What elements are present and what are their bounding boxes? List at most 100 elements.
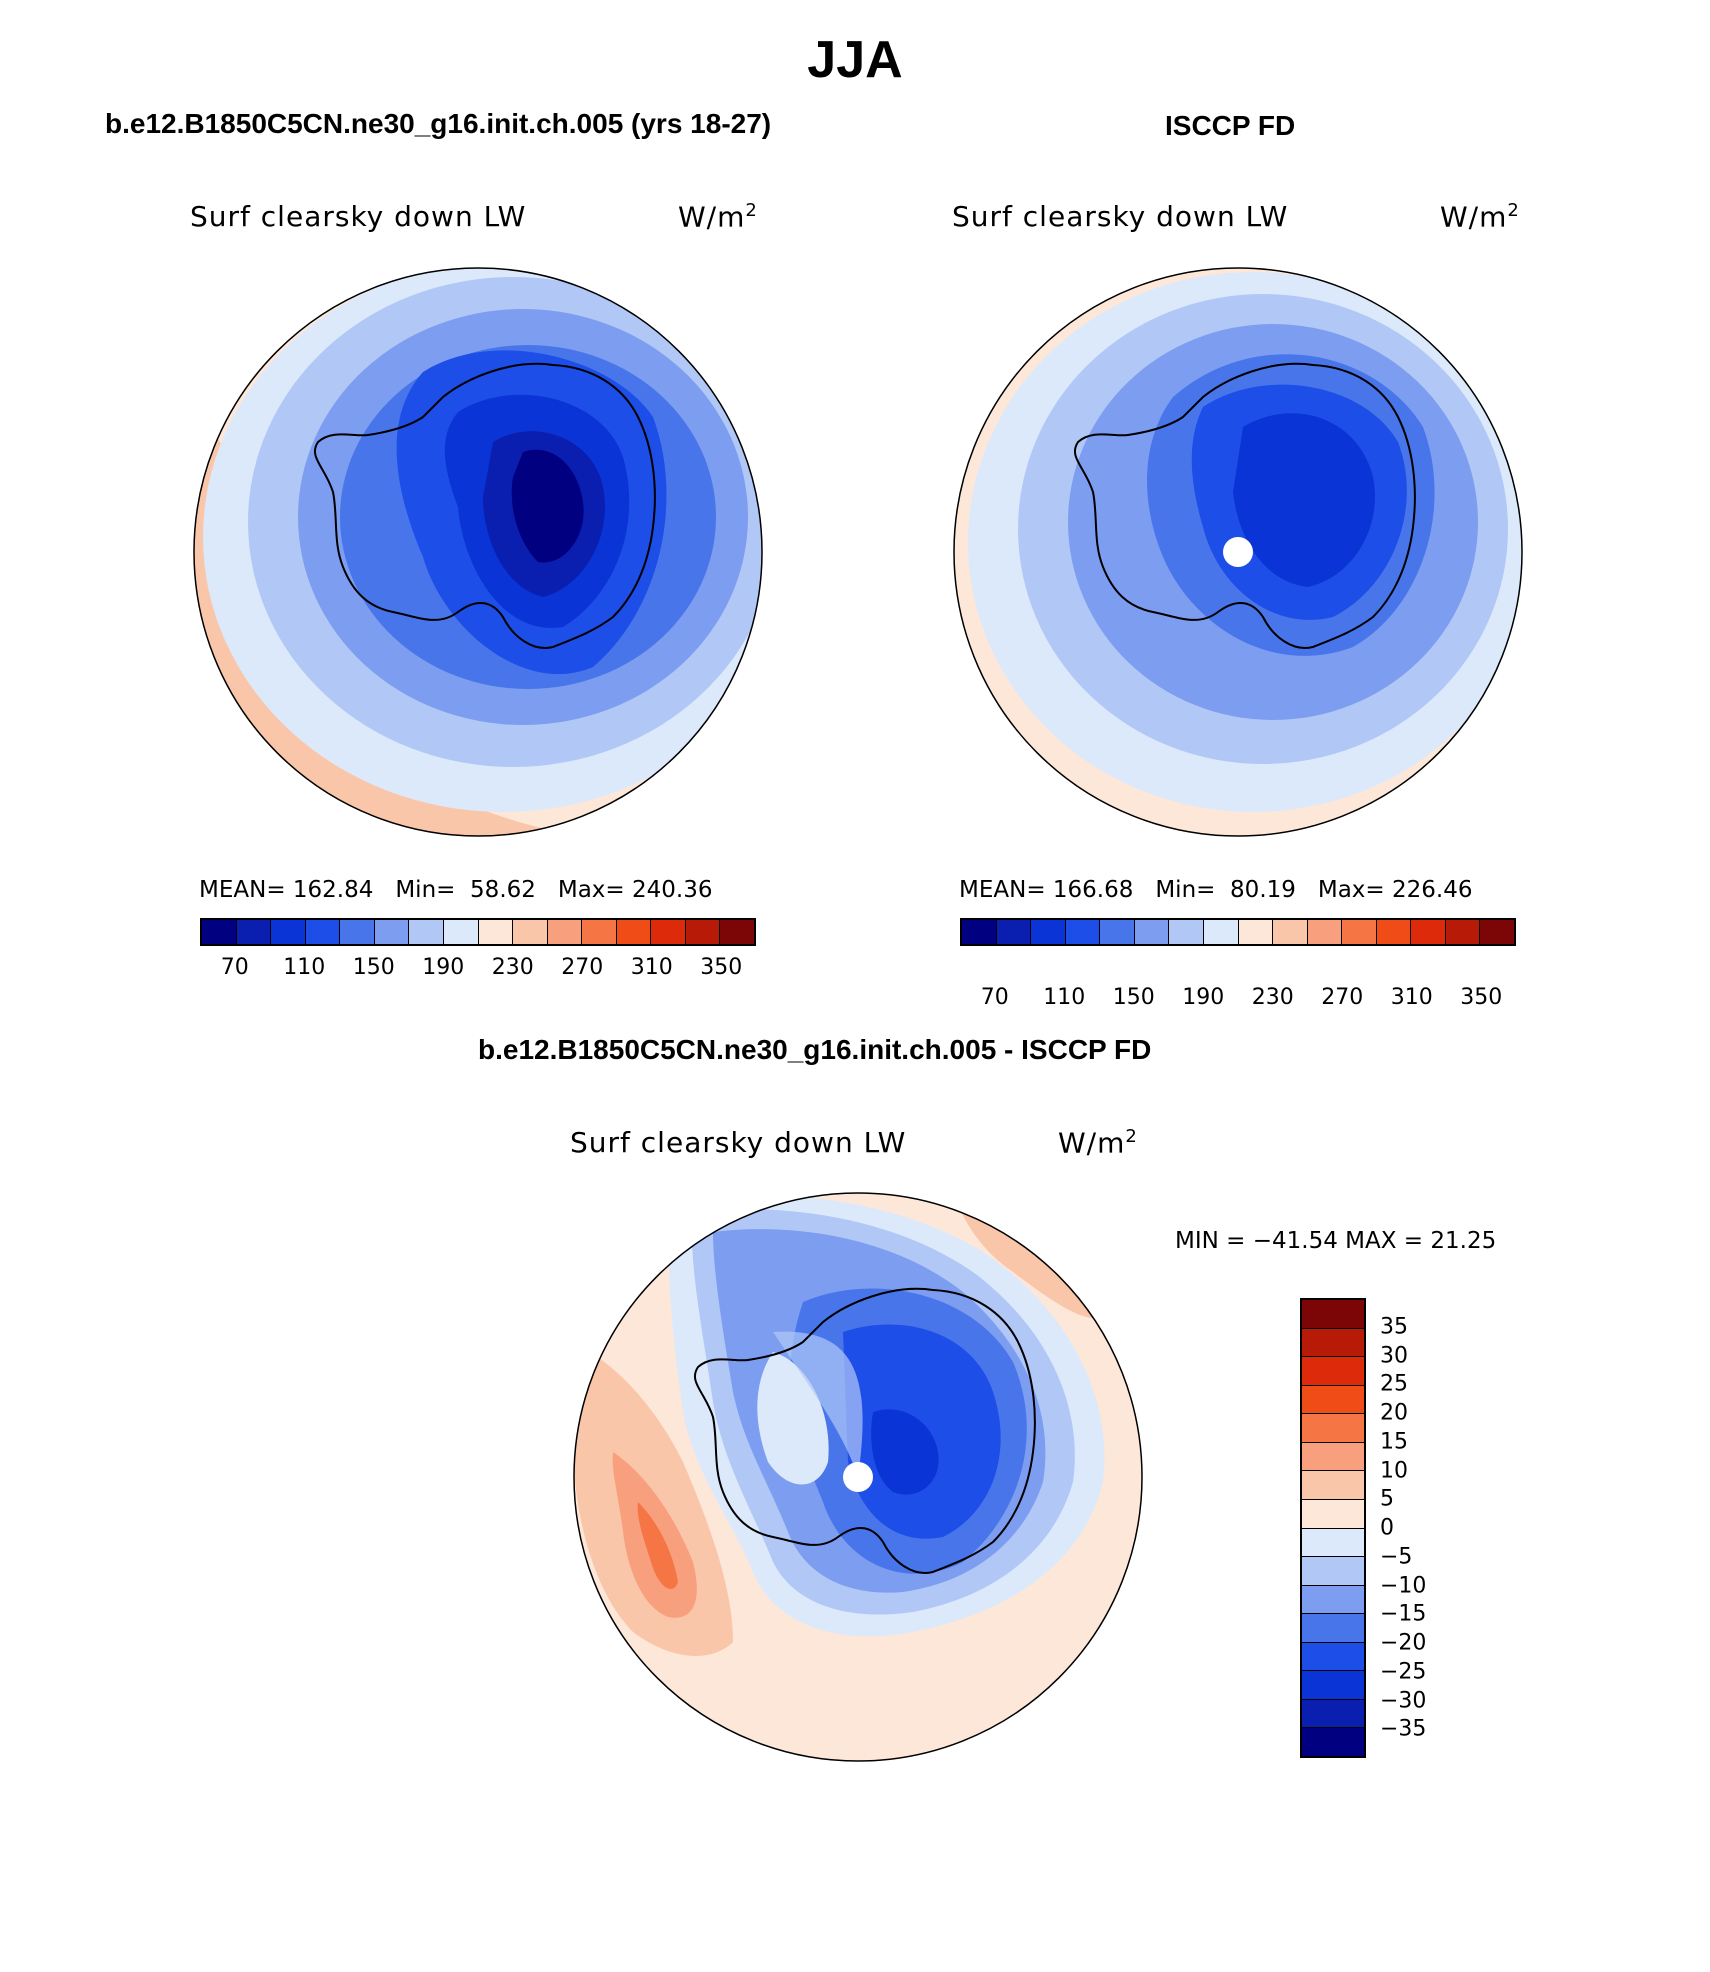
colorbar-level-label: 25	[1380, 1371, 1408, 1397]
colorbar-tick-label: 150	[1112, 985, 1155, 1010]
obs-polar-map	[953, 267, 1523, 837]
colorbar-level-label: −30	[1380, 1688, 1427, 1713]
colorbar-tick-label: 310	[630, 955, 673, 980]
model-stats: MEAN= 162.84 Min= 58.62 Max= 240.36	[199, 877, 713, 903]
obs-colorbar	[960, 918, 1516, 946]
colorbar-swatch	[720, 920, 754, 944]
colorbar-swatch	[1302, 1528, 1364, 1558]
colorbar-level-label: 20	[1380, 1400, 1408, 1426]
colorbar-tick-label: 310	[1390, 985, 1433, 1010]
colorbar-swatch	[409, 920, 444, 944]
obs-variable-label: Surf clearsky down LW	[952, 200, 1289, 233]
colorbar-tick-label: 350	[1460, 985, 1503, 1010]
colorbar-swatch	[996, 920, 1032, 944]
colorbar-swatch	[962, 920, 997, 944]
colorbar-level-label: −15	[1380, 1601, 1427, 1627]
colorbar-tick-label: 150	[352, 955, 395, 980]
colorbar-swatch	[1302, 1671, 1364, 1700]
diff-colorbar	[1300, 1298, 1366, 1758]
figure-title: JJA	[807, 31, 903, 89]
colorbar-swatch	[1480, 920, 1514, 944]
colorbar-swatch	[443, 920, 479, 944]
colorbar-swatch	[1342, 920, 1377, 944]
colorbar-swatch	[1302, 1642, 1364, 1672]
colorbar-swatch	[1302, 1471, 1364, 1500]
colorbar-swatch	[1100, 920, 1135, 944]
colorbar-tick-label: 70	[220, 955, 249, 980]
colorbar-swatch	[1376, 920, 1412, 944]
obs-stats: MEAN= 166.68 Min= 80.19 Max= 226.46	[959, 877, 1473, 903]
colorbar-tick-label: 110	[283, 955, 326, 980]
colorbar-swatch	[651, 920, 686, 944]
colorbar-swatch	[1273, 920, 1308, 944]
diff-variable-label: Surf clearsky down LW	[570, 1126, 907, 1159]
colorbar-tick-label: 70	[980, 985, 1009, 1010]
colorbar-tick-label: 190	[1182, 985, 1225, 1010]
colorbar-swatch	[547, 920, 583, 944]
colorbar-level-label: 0	[1380, 1515, 1394, 1541]
colorbar-tick-label: 230	[1251, 985, 1294, 1010]
colorbar-level-label: 30	[1380, 1343, 1408, 1368]
colorbar-level-label: −25	[1380, 1659, 1427, 1685]
colorbar-swatch	[305, 920, 341, 944]
colorbar-swatch	[616, 920, 652, 944]
colorbar-level-label: 5	[1380, 1486, 1394, 1512]
colorbar-swatch	[236, 920, 272, 944]
colorbar-swatch	[1238, 920, 1274, 944]
model-panel-header: b.e12.B1850C5CN.ne30_g16.init.ch.005 (yr…	[105, 108, 772, 139]
colorbar-level-label: 35	[1380, 1314, 1408, 1340]
model-polar-map	[193, 267, 763, 837]
colorbar-tick-label: 190	[422, 955, 465, 980]
diff-min-max: MIN = −41.54 MAX = 21.25	[1175, 1228, 1497, 1254]
colorbar-swatch	[1302, 1499, 1364, 1529]
colorbar-swatch	[1302, 1414, 1364, 1443]
colorbar-tick-label: 350	[700, 955, 743, 980]
colorbar-swatch	[1065, 920, 1101, 944]
colorbar-swatch	[1302, 1585, 1364, 1615]
colorbar-swatch	[202, 920, 237, 944]
diff-units-label: W/m2	[1058, 1126, 1138, 1160]
diff-panel-header: b.e12.B1850C5CN.ne30_g16.init.ch.005 - I…	[478, 1034, 1152, 1065]
model-variable-label: Surf clearsky down LW	[190, 200, 527, 233]
colorbar-swatch	[1302, 1557, 1364, 1586]
colorbar-swatch	[1302, 1728, 1364, 1756]
diff-polar-map	[573, 1192, 1143, 1762]
colorbar-level-label: −20	[1380, 1630, 1427, 1656]
colorbar-swatch	[374, 920, 410, 944]
colorbar-swatch	[478, 920, 514, 944]
obs-units-label: W/m2	[1440, 200, 1520, 234]
model-colorbar-ticks: 70 110 150 190 230 270 310 350	[200, 955, 756, 985]
colorbar-swatch	[1307, 920, 1343, 944]
colorbar-tick-label: 110	[1043, 985, 1086, 1010]
colorbar-level-label: 15	[1380, 1429, 1408, 1455]
colorbar-tick-label: 270	[561, 955, 604, 980]
colorbar-swatch	[1031, 920, 1066, 944]
colorbar-level-label: −10	[1380, 1573, 1427, 1598]
colorbar-swatch	[1302, 1699, 1364, 1729]
colorbar-level-label: −35	[1380, 1716, 1427, 1742]
colorbar-tick-label: 230	[491, 955, 534, 980]
colorbar-swatch	[1411, 920, 1446, 944]
colorbar-swatch	[1169, 920, 1204, 944]
colorbar-level-label: 10	[1380, 1458, 1408, 1483]
colorbar-swatch	[1302, 1357, 1364, 1386]
diff-colorbar-labels: 35 30 25 20 15 10 5 0 −5 −10 −15 −20 −25 −30 −35	[1380, 1298, 1460, 1758]
colorbar-swatch	[1302, 1300, 1364, 1329]
model-units-label: W/m2	[678, 200, 758, 234]
colorbar-swatch	[271, 920, 306, 944]
colorbar-swatch	[1302, 1614, 1364, 1643]
obs-colorbar-ticks: 70 110 150 190 230 270 310 350	[960, 985, 1516, 1015]
colorbar-swatch	[340, 920, 375, 944]
colorbar-level-label: −5	[1380, 1544, 1413, 1570]
colorbar-swatch	[1134, 920, 1170, 944]
colorbar-swatch	[582, 920, 617, 944]
colorbar-swatch	[513, 920, 548, 944]
colorbar-swatch	[1302, 1442, 1364, 1472]
colorbar-swatch	[1302, 1328, 1364, 1358]
model-colorbar	[200, 918, 756, 946]
colorbar-swatch	[1302, 1385, 1364, 1415]
colorbar-swatch	[685, 920, 721, 944]
obs-panel-header: ISCCP FD	[1165, 110, 1296, 141]
colorbar-swatch	[1445, 920, 1481, 944]
colorbar-tick-label: 270	[1321, 985, 1364, 1010]
